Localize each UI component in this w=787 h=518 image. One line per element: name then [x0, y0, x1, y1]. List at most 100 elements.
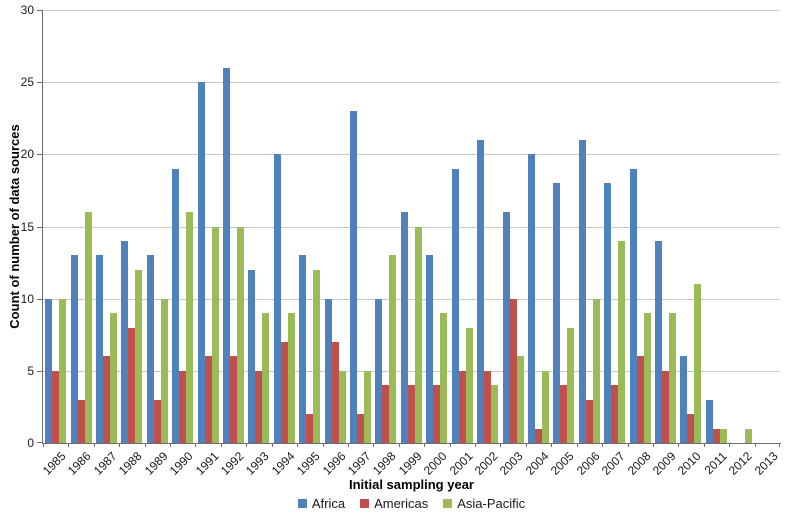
- bar-group-1990: [170, 10, 195, 443]
- asia-pacific-bar: [389, 255, 397, 443]
- africa-bar: [553, 183, 561, 443]
- x-axis-tick-label: 1989: [141, 449, 171, 478]
- x-axis-tick-label: 1997: [344, 449, 374, 478]
- bar-group-1985: [43, 10, 68, 443]
- americas-bar: [484, 370, 492, 443]
- africa-bar: [477, 139, 485, 443]
- americas-bar: [52, 370, 60, 443]
- bar-group-2004: [526, 10, 551, 443]
- asia-pacific-bar: [211, 226, 219, 443]
- x-axis-tick: [68, 443, 69, 447]
- americas-bar: [534, 428, 542, 443]
- americas-bar: [585, 399, 593, 443]
- asia-pacific-bar: [364, 370, 372, 443]
- x-axis-tick-label: 1986: [65, 449, 95, 478]
- asia-pacific-bar: [414, 226, 422, 443]
- americas-bar: [357, 414, 365, 443]
- americas-bar: [306, 414, 314, 443]
- x-axis-tick: [729, 443, 730, 447]
- gridline: [43, 154, 780, 156]
- africa-bar: [96, 255, 104, 443]
- africa-bar: [223, 67, 231, 443]
- x-axis-tick-label: 1993: [243, 449, 272, 478]
- bar-group-1999: [399, 10, 424, 443]
- bar-group-2000: [424, 10, 449, 443]
- x-axis-tick-label: 1991: [192, 449, 222, 478]
- y-axis-tick: [37, 82, 43, 84]
- x-axis-tick: [323, 443, 324, 447]
- x-axis-tick: [119, 443, 120, 447]
- americas-bar: [382, 385, 390, 443]
- asia-pacific-bar: [237, 226, 245, 443]
- americas-bar: [255, 370, 263, 443]
- africa-bar: [45, 298, 53, 443]
- x-axis-tick: [373, 443, 374, 447]
- x-axis-tick-label: 2004: [522, 449, 552, 478]
- africa-bar: [629, 168, 637, 443]
- legend-label-africa: Africa: [311, 496, 346, 511]
- bar-group-1994: [272, 10, 297, 443]
- africa-bar: [299, 255, 307, 443]
- x-axis-tick-label: 2001: [446, 449, 476, 478]
- x-axis-tick-label: 1999: [395, 449, 425, 478]
- asia-pacific-bar: [516, 356, 524, 443]
- x-axis-tick: [526, 443, 527, 447]
- x-axis-tick: [145, 443, 146, 447]
- gridline: [43, 226, 780, 228]
- africa-bar: [578, 139, 586, 443]
- americas-bar: [712, 428, 720, 443]
- x-axis-tick: [94, 443, 95, 447]
- legend-swatch-asia-pacific: [443, 499, 453, 508]
- bar-group-2002: [475, 10, 500, 443]
- bar-group-2007: [602, 10, 627, 443]
- africa-bar: [70, 255, 78, 443]
- x-axis-tick: [779, 443, 780, 447]
- bar-group-1995: [297, 10, 322, 443]
- x-axis-tick-label: 1985: [39, 449, 69, 478]
- asia-pacific-bar: [694, 284, 702, 443]
- x-axis-tick-label: 1998: [370, 449, 399, 478]
- legend-swatch-americas: [360, 499, 370, 508]
- asia-pacific-bar: [110, 313, 118, 443]
- x-axis-tick: [551, 443, 552, 447]
- bar-group-1988: [119, 10, 144, 443]
- x-axis-tick: [450, 443, 451, 447]
- x-axis-tick: [755, 443, 756, 447]
- x-axis-tick-label: 2000: [421, 449, 450, 478]
- africa-bar: [654, 240, 662, 443]
- x-axis-tick: [628, 443, 629, 447]
- asia-pacific-bar: [313, 269, 321, 443]
- x-axis-tick-label: 2009: [649, 449, 679, 478]
- asia-pacific-bar: [567, 327, 575, 443]
- americas-bar: [230, 356, 238, 443]
- asia-pacific-bar: [745, 428, 753, 443]
- americas-bar: [407, 385, 415, 443]
- africa-bar: [146, 255, 154, 443]
- africa-bar: [400, 212, 408, 443]
- y-axis-tick-label: 20: [20, 147, 34, 162]
- x-axis-tick: [246, 443, 247, 447]
- bar-group-2009: [653, 10, 678, 443]
- africa-bar: [350, 111, 358, 443]
- bar-group-2008: [627, 10, 652, 443]
- legend-item-africa: Africa: [297, 496, 346, 511]
- bar-group-2005: [551, 10, 576, 443]
- legend-item-americas: Americas: [360, 496, 428, 511]
- y-axis-tick: [37, 10, 43, 11]
- africa-bar: [502, 212, 510, 443]
- gridline: [43, 298, 780, 300]
- x-axis-tick: [348, 443, 349, 447]
- y-axis-tick-label: 0: [27, 436, 34, 450]
- asia-pacific-bar: [338, 370, 346, 443]
- americas-bar: [458, 370, 466, 443]
- africa-bar: [273, 154, 281, 443]
- y-axis-tick: [37, 370, 43, 372]
- americas-bar: [128, 327, 136, 443]
- bar-group-1998: [373, 10, 398, 443]
- africa-bar: [604, 183, 612, 443]
- africa-bar: [324, 298, 332, 443]
- americas-bar: [611, 385, 619, 443]
- legend-swatch-africa: [297, 499, 307, 508]
- asia-pacific-bar: [186, 212, 194, 443]
